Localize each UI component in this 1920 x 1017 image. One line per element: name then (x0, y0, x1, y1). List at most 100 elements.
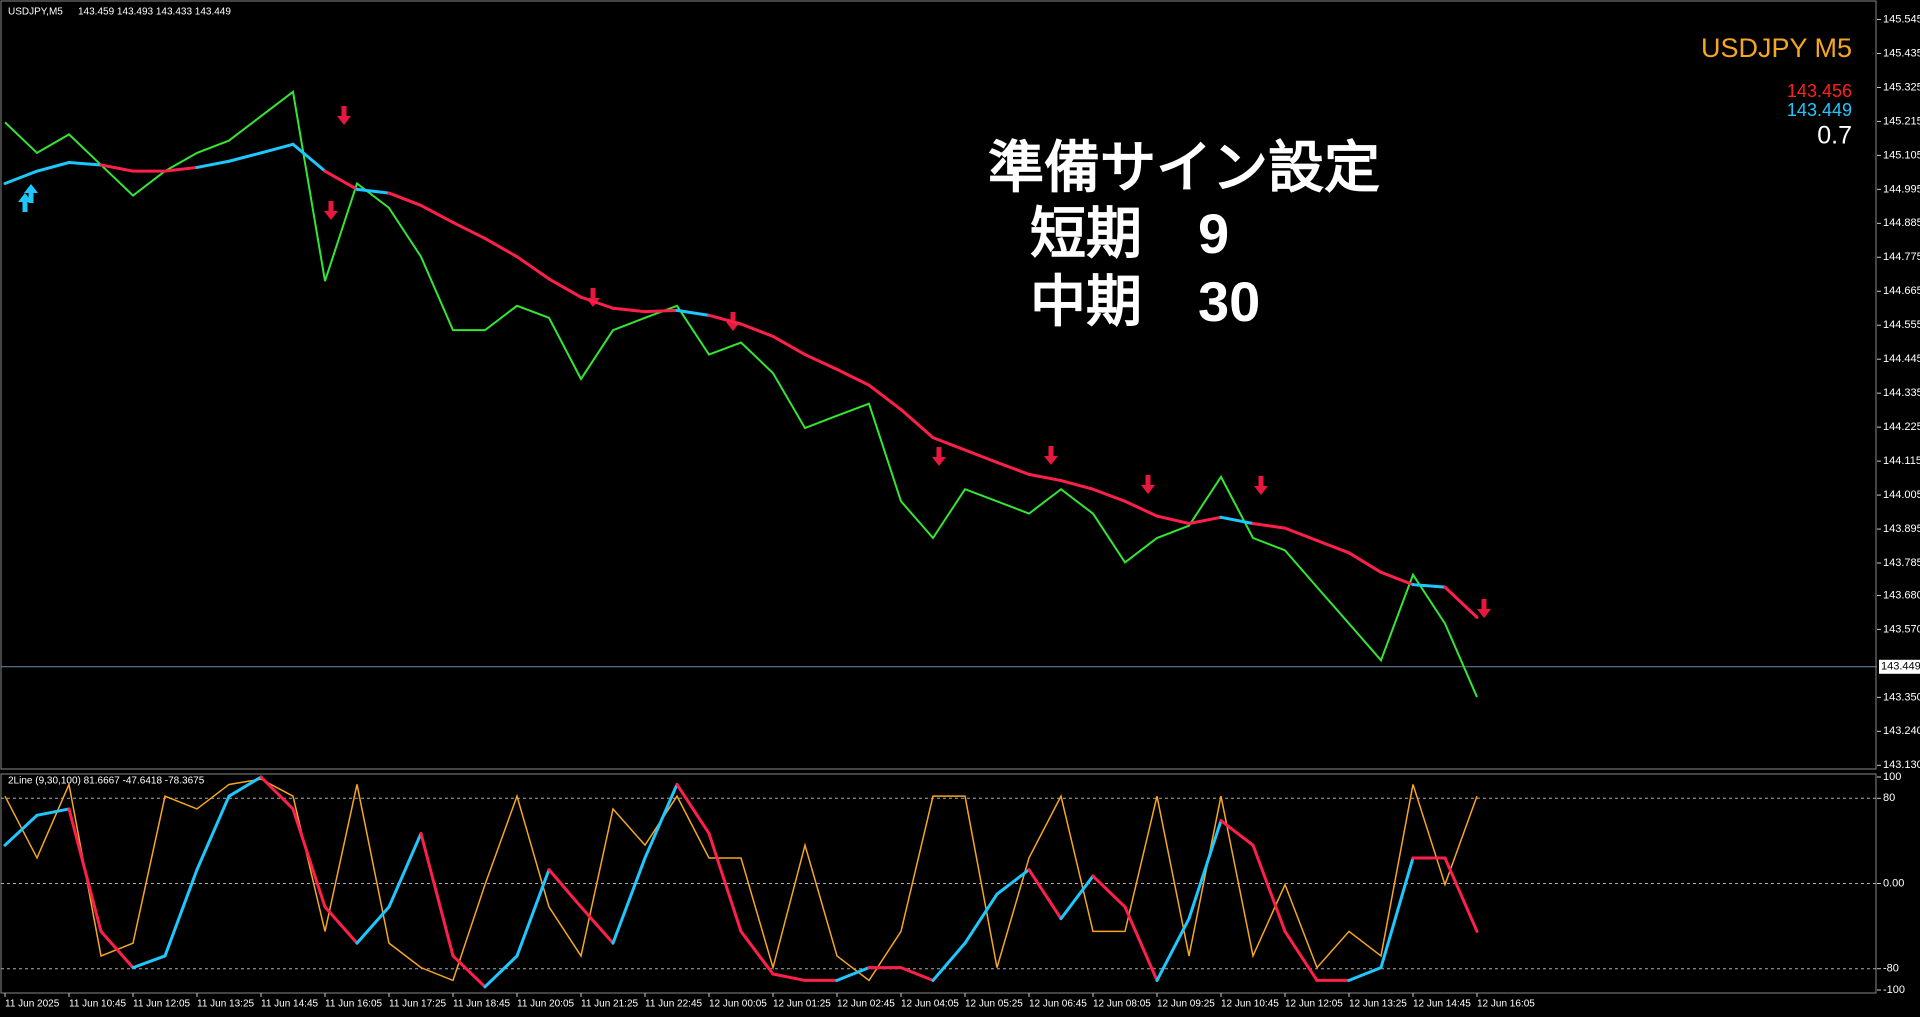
x-tick-label: 11 Jun 12:05 (133, 999, 191, 1010)
indicator-line (35, 160, 71, 173)
indicator-line (515, 255, 551, 281)
indicator-line (995, 868, 1031, 896)
indicator-line (1027, 868, 1063, 921)
symbol-label: USDJPY,M5 (8, 7, 63, 18)
y-tick-label: 143.895 (1883, 523, 1920, 535)
indicator-line (387, 191, 423, 207)
current-price-label: 143.449 (1881, 661, 1920, 673)
indicator-line (35, 807, 71, 817)
y-tick-label: -100 (1883, 984, 1905, 996)
indicator-line (995, 460, 1031, 476)
indicator-line (3, 169, 39, 185)
indicator-line (131, 954, 167, 970)
y-tick-label: 143.240 (1883, 725, 1920, 737)
indicator-line (323, 905, 359, 945)
indicator-line (1379, 570, 1415, 587)
indicator-line (1155, 514, 1191, 525)
x-tick-label: 11 Jun 13:25 (197, 999, 255, 1010)
x-tick-label: 12 Jun 04:05 (901, 999, 959, 1010)
indicator-line (547, 277, 583, 299)
note-line: 短期 9 (1030, 202, 1229, 265)
y-tick-label: 145.215 (1883, 115, 1920, 127)
indicator-line (547, 868, 583, 909)
indicator-line (1091, 487, 1127, 503)
y-tick-label: -80 (1883, 963, 1899, 975)
x-tick-label: 12 Jun 14:45 (1413, 999, 1471, 1010)
indicator-line (643, 782, 679, 860)
x-tick-label: 11 Jun 22:45 (645, 999, 703, 1010)
indicator-line (931, 436, 967, 452)
indicator-line (195, 794, 231, 872)
x-tick-label: 12 Jun 09:25 (1157, 999, 1215, 1010)
indicator-line (483, 954, 519, 989)
x-tick-label: 11 Jun 17:25 (389, 999, 447, 1010)
indicator-line (99, 163, 135, 173)
indicator-line (227, 151, 263, 163)
indicator-line (163, 868, 199, 958)
indicator-line (67, 807, 103, 933)
current-price-box (1879, 659, 1920, 674)
y-tick-label: 100 (1883, 771, 1901, 783)
data-line (4, 778, 1478, 982)
indicator-line (643, 308, 679, 314)
indicator-line (3, 813, 39, 847)
indicator-line (1187, 515, 1223, 525)
x-tick-label: 11 Jun 10:45 (69, 999, 127, 1010)
indicator-line (419, 203, 455, 224)
indicator-line (1027, 472, 1063, 483)
y-tick-label: 144.775 (1883, 251, 1920, 263)
indicator-line (259, 775, 295, 811)
indicator-line (835, 367, 871, 387)
indicator-line (67, 160, 103, 167)
y-tick-label: 143.350 (1883, 691, 1920, 703)
indicator-line (899, 408, 935, 440)
x-tick-label: 12 Jun 08:05 (1093, 999, 1151, 1010)
x-tick-label: 11 Jun 16:05 (325, 999, 383, 1010)
indicator-line (1443, 585, 1479, 619)
indicator-line (739, 322, 775, 338)
indicator-line (1123, 499, 1159, 518)
price-panel-border (0, 0, 1877, 770)
indicator-line (579, 295, 615, 310)
y-tick-label: 143.130 (1883, 759, 1920, 771)
indicator-line (451, 220, 487, 240)
y-tick-label: 144.665 (1883, 285, 1920, 297)
indicator-line (675, 782, 711, 835)
indicator-line (707, 313, 743, 326)
ask-price: 143.449 (1787, 100, 1852, 120)
x-tick-label: 11 Jun 2025 (5, 999, 60, 1010)
indicator-line (355, 187, 391, 195)
y-tick-label: 145.325 (1883, 81, 1920, 93)
y-tick-label: 145.545 (1883, 13, 1920, 25)
indicator-line (291, 807, 327, 909)
indicator-line (835, 966, 871, 982)
indicator-line (771, 334, 807, 357)
indicator-line (611, 856, 647, 945)
y-tick-label: 144.555 (1883, 319, 1920, 331)
x-tick-label: 12 Jun 00:05 (709, 999, 767, 1010)
indicator-line (1251, 843, 1287, 933)
indicator-line (291, 142, 327, 173)
note-line: 準備サイン設定 (988, 136, 1380, 199)
y-tick-label: 145.105 (1883, 149, 1920, 161)
y-tick-label: 144.335 (1883, 387, 1920, 399)
x-tick-label: 12 Jun 12:05 (1285, 999, 1343, 1010)
y-tick-label: 0.00 (1883, 877, 1904, 889)
indicator-line (1219, 515, 1255, 525)
indicator-line (1379, 856, 1415, 970)
indicator-line (963, 892, 999, 945)
y-tick-label: 144.995 (1883, 183, 1920, 195)
indicator-line (1219, 819, 1255, 847)
ohlc-label: 143.459 143.493 143.433 143.449 (78, 7, 231, 18)
indicator-line (771, 972, 807, 982)
indicator-line (1155, 917, 1191, 982)
y-tick-label: 145.435 (1883, 47, 1920, 59)
indicator-line (483, 236, 519, 259)
indicator-line (515, 868, 551, 958)
indicator-line (451, 954, 487, 989)
note-line: 中期 30 (1030, 270, 1260, 333)
indicator-line (963, 448, 999, 464)
